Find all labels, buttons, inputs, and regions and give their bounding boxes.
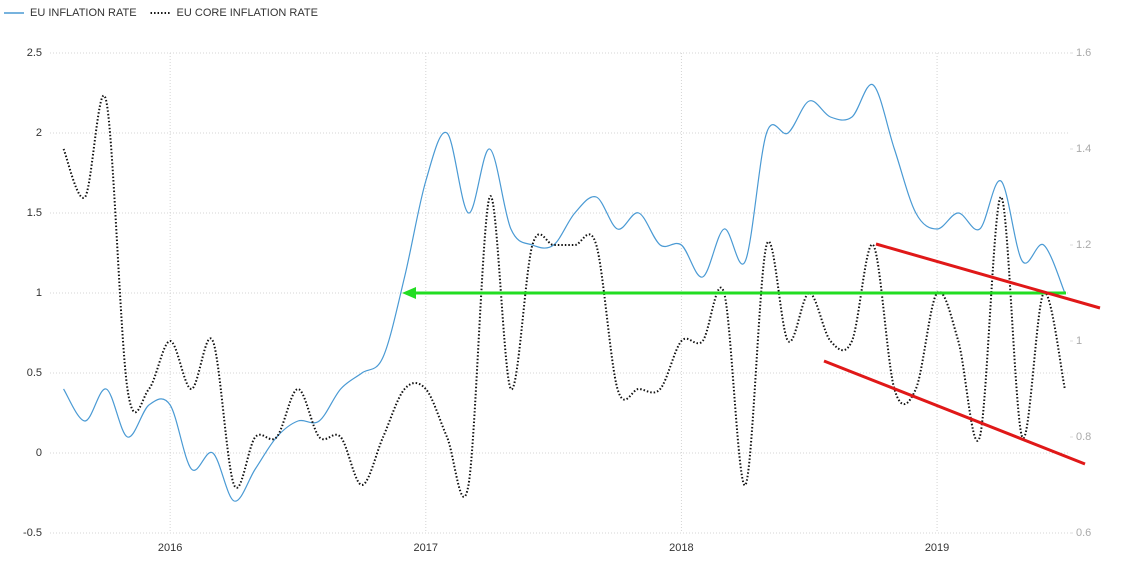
y-tick-label: 0 bbox=[36, 447, 42, 459]
y2-tick-label: 1.2 bbox=[1076, 239, 1091, 251]
x-tick-label: 2017 bbox=[414, 542, 438, 554]
y2-tick-label: 1 bbox=[1076, 335, 1082, 347]
green-arrowhead bbox=[402, 287, 416, 299]
y2-tick-label: 0.8 bbox=[1076, 431, 1091, 443]
series-line bbox=[63, 84, 1066, 502]
legend-label: EU INFLATION RATE bbox=[30, 7, 137, 19]
y-tick-label: 2.5 bbox=[27, 47, 42, 59]
x-tick-label: 2018 bbox=[669, 542, 693, 554]
y-tick-label: -0.5 bbox=[23, 527, 42, 539]
red-trend-line bbox=[875, 242, 1101, 310]
x-tick-label: 2019 bbox=[925, 542, 949, 554]
y-tick-label: 1.5 bbox=[27, 207, 42, 219]
annotations bbox=[402, 242, 1101, 466]
x-tick-label: 2016 bbox=[158, 542, 182, 554]
grid: -0.5 0 0.5 1 1.5 2 2.5 0.6 0.8 1 1.2 1.4 1.6 2016 2017… bbox=[23, 47, 1091, 554]
y-tick-label: 2 bbox=[36, 127, 42, 139]
y-tick-label: 0.5 bbox=[27, 367, 42, 379]
legend-label: EU CORE INFLATION RATE bbox=[177, 7, 318, 19]
y2-tick-label: 1.4 bbox=[1076, 143, 1091, 155]
plot bbox=[62, 84, 1066, 502]
legend: EU INFLATION RATE EU CORE INFLATION RATE bbox=[4, 7, 318, 19]
y2-tick-label: 0.6 bbox=[1076, 527, 1091, 539]
y2-tick-label: 1.6 bbox=[1076, 47, 1091, 59]
y-tick-label: 1 bbox=[36, 287, 42, 299]
series-line bbox=[62, 95, 1066, 498]
red-trend-line bbox=[823, 359, 1086, 466]
